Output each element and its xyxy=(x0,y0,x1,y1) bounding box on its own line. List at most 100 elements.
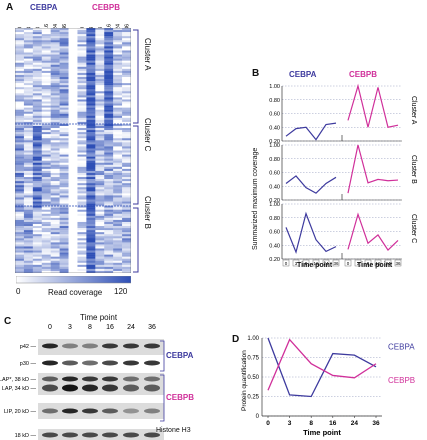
heatmap-cell xyxy=(59,140,69,143)
heatmap-cell xyxy=(68,121,78,125)
panel-d-ytick: 0 xyxy=(256,414,260,420)
heatmap-cell xyxy=(41,160,51,163)
heatmap-cell xyxy=(113,179,123,182)
heatmap-cell xyxy=(15,50,25,53)
heatmap-cell xyxy=(15,232,25,235)
heatmap-cell xyxy=(32,148,42,151)
heatmap-cell xyxy=(15,221,25,225)
heatmap-cell xyxy=(104,132,114,135)
heatmap-cell xyxy=(68,266,78,270)
heatmap-cell xyxy=(68,172,78,176)
heatmap-cell xyxy=(95,64,105,67)
heatmap-cell xyxy=(15,211,25,214)
heatmap-cell xyxy=(68,152,78,155)
panel-b-cebpb-label: CEBPB xyxy=(349,70,378,79)
panel-b-xtick-box xyxy=(312,259,320,267)
heatmap-cell xyxy=(68,56,78,59)
heatmap-cell xyxy=(122,36,131,39)
blot-row-label: p30 — xyxy=(20,361,37,367)
heatmap-cell xyxy=(50,123,60,127)
heatmap-cell xyxy=(77,248,87,251)
panel-d-ytick: 1.00 xyxy=(247,336,259,342)
heatmap-cell xyxy=(41,219,51,223)
heatmap-cell xyxy=(77,50,87,53)
heatmap-cell xyxy=(104,215,114,219)
heatmap-cell xyxy=(104,189,114,192)
heatmap-cell xyxy=(15,60,25,63)
heatmap-cell xyxy=(77,81,87,84)
heatmap-cell xyxy=(23,50,34,53)
heatmap-cell xyxy=(77,215,87,219)
panel-b-ytick: 0.80 xyxy=(269,98,280,104)
heatmap-cell xyxy=(95,244,105,247)
heatmap-cell xyxy=(95,77,105,80)
heatmap-cell xyxy=(41,77,51,80)
heatmap-cell xyxy=(50,50,60,53)
heatmap-cell xyxy=(122,175,131,178)
panel-b-ytick: 1.00 xyxy=(269,84,280,90)
heatmap-cell xyxy=(68,262,78,266)
heatmap-cell xyxy=(77,264,87,268)
heatmap-cell xyxy=(104,54,114,57)
heatmap-cell xyxy=(122,30,131,33)
heatmap-cell xyxy=(32,168,42,172)
heatmap-cell xyxy=(104,32,114,35)
heatmap-cell xyxy=(41,266,51,270)
heatmap-cell xyxy=(41,44,51,47)
heatmap-cell xyxy=(77,250,87,253)
heatmap-cell xyxy=(50,40,60,43)
heatmap-cell xyxy=(104,66,114,70)
panel-b-series-line xyxy=(347,212,399,251)
heatmap-cell xyxy=(68,191,78,194)
heatmap-cell xyxy=(104,103,114,106)
heatmap-cell xyxy=(86,197,96,200)
heatmap-cell xyxy=(113,270,123,273)
heatmap-cell xyxy=(41,244,51,247)
heatmap-cell xyxy=(95,260,105,263)
heatmap-cell xyxy=(113,205,123,208)
heatmap-cell xyxy=(32,181,42,184)
heatmap-cell xyxy=(50,42,60,45)
heatmap-cell xyxy=(15,215,25,219)
heatmap-cell xyxy=(95,228,105,231)
heatmap-cell xyxy=(113,183,123,186)
heatmap-cell xyxy=(32,60,42,63)
heatmap-cell xyxy=(95,30,105,33)
heatmap-cell xyxy=(15,201,25,204)
heatmap-cell xyxy=(95,158,105,161)
heatmap-cell xyxy=(95,132,105,135)
heatmap-cell xyxy=(59,242,69,245)
heatmap-cell xyxy=(95,226,105,229)
heatmap-cell xyxy=(15,140,25,143)
heatmap-cell xyxy=(113,42,123,45)
heatmap-cell xyxy=(23,158,34,161)
heatmap-cell xyxy=(77,128,87,131)
heatmap-cell xyxy=(68,240,78,243)
heatmap-cell xyxy=(104,160,114,163)
heatmap-cell xyxy=(59,93,69,96)
heatmap-cell xyxy=(86,158,96,161)
panel-b-xtick: 16 xyxy=(313,261,319,266)
heatmap-cell xyxy=(104,91,114,94)
heatmap-cell xyxy=(59,244,69,247)
heatmap-cell xyxy=(15,226,25,229)
heatmap-cell xyxy=(23,101,34,104)
heatmap-cell xyxy=(15,193,25,196)
heatmap-cell xyxy=(77,42,87,45)
heatmap-cell xyxy=(23,185,34,188)
heatmap-cell xyxy=(41,179,51,182)
heatmap-cell xyxy=(68,177,78,180)
heatmap-cell xyxy=(59,117,69,121)
heatmap-cell xyxy=(122,138,131,141)
heatmap-cell xyxy=(68,258,78,261)
heatmap-cell xyxy=(113,52,123,55)
heatmap-cell xyxy=(59,40,69,43)
heatmap-cell xyxy=(104,262,114,266)
heatmap-cell xyxy=(23,62,34,65)
heatmap-cell xyxy=(23,83,34,86)
heatmap-cell xyxy=(23,36,34,39)
heatmap-cell xyxy=(86,70,96,74)
heatmap-cell xyxy=(41,234,51,237)
heatmap-cell xyxy=(95,185,105,188)
